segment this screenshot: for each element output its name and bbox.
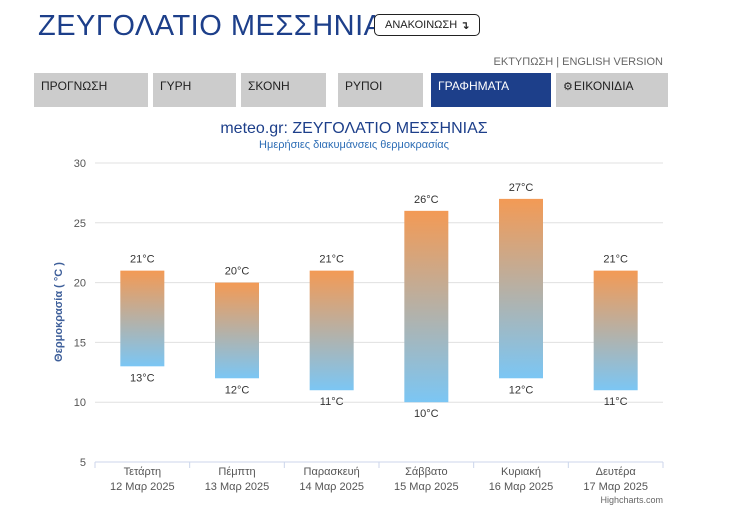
low-temp-label: 11°C [320,396,344,408]
y-axis-ticks: 5 10 15 20 25 30 [74,158,86,469]
tab-forecast[interactable]: ΠΡΟΓΝΩΣΗ [34,73,148,107]
tab-label: ΓΡΑΦΗΜΑΤΑ [438,79,510,93]
tab-label: ΡΥΠΟΙ [345,79,383,93]
main-tabs: ΠΡΟΓΝΩΣΗ ΓΥΡΗ ΣΚΟΝΗ ΡΥΠΟΙ ΓΡΑΦΗΜΑΤΑ ⚙ΕΙΚ… [34,73,674,107]
x-axis: Τετάρτη 12 Μαρ 2025 Πέμπτη 13 Μαρ 2025 Παρασ… [94,461,664,493]
x-tick-date: 15 Μαρ 2025 [394,481,459,493]
temperature-bar [404,210,449,403]
low-temp-label: 11°C [604,396,628,408]
site-title: ΖΕΥΓΟΛΑΤΙΟ ΜΕΣΣΗΝΙΑΣ [38,10,402,42]
tab-dust[interactable]: ΣΚΟΝΗ [241,73,326,107]
temperature-bar [593,270,638,391]
link-separator: | [556,56,560,68]
x-tick-date: 14 Μαρ 2025 [299,481,364,493]
x-tick-day: Κυριακή [501,466,541,478]
low-temp-label: 13°C [130,372,155,384]
announcement-button[interactable]: ΑΝΑΚΟΙΝΩΣΗ ↴ [374,14,481,36]
y-tick-label: 20 [74,278,86,290]
chart-title: meteo.gr: ΖΕΥΓΟΛΑΤΙΟ ΜΕΣΣΗΝΙΑΣ [220,120,487,137]
tab-label: ΕΙΚΟΝΙΔΙΑ [573,79,634,93]
temperature-bar [120,270,165,367]
print-link[interactable]: ΕΚΤΥΠΩΣΗ [493,56,554,68]
high-temp-label: 21°C [319,254,344,266]
temperature-bar [215,282,259,379]
low-temp-label: 10°C [414,408,439,420]
x-tick-date: 17 Μαρ 2025 [583,481,648,493]
x-tick-day: Σάββατο [405,466,447,478]
x-tick-day: Παρασκευή [304,466,360,478]
down-arrow-icon: ↴ [460,19,470,32]
tab-label: ΓΥΡΗ [160,79,192,93]
x-tick-date: 13 Μαρ 2025 [205,481,270,493]
credits-link[interactable]: Highcharts.com [600,495,663,505]
x-tick-date: 16 Μαρ 2025 [489,481,554,493]
low-temp-label: 12°C [225,384,250,396]
tab-charts[interactable]: ΓΡΑΦΗΜΑΤΑ [431,73,551,107]
high-temp-label: 21°C [130,254,155,266]
gear-icon: ⚙ [563,81,573,93]
y-tick-label: 30 [74,158,86,170]
temperature-bar [499,198,543,379]
high-temp-label: 21°C [603,254,628,266]
chart-subtitle: Ημερήσιες διακυμάνσεις θερμοκρασίας [259,139,449,151]
x-tick-day: Τετάρτη [124,466,162,478]
high-temp-label: 26°C [414,194,439,206]
tab-label: ΣΚΟΝΗ [248,79,290,93]
english-version-link[interactable]: ENGLISH VERSION [562,56,663,68]
x-tick-day: Δευτέρα [596,466,637,478]
tab-label: ΠΡΟΓΝΩΣΗ [41,79,108,93]
y-tick-label: 10 [74,397,86,409]
high-temp-label: 27°C [509,182,534,194]
announcement-label: ΑΝΑΚΟΙΝΩΣΗ [385,19,458,31]
grid-lines [95,162,663,403]
y-tick-label: 25 [74,218,86,230]
temperature-bar [309,270,354,391]
y-tick-label: 15 [74,337,86,349]
y-tick-label: 5 [80,457,86,469]
bars: 21°C 13°C 20°C 12°C 21°C 11°C 26°C 10°C 27°C 12°C… [120,182,638,420]
utility-links: ΕΚΤΥΠΩΣΗ | ENGLISH VERSION [494,56,663,68]
tab-pollutants[interactable]: ΡΥΠΟΙ [338,73,423,107]
tab-icons[interactable]: ⚙ΕΙΚΟΝΙΔΙΑ [556,73,668,107]
low-temp-label: 12°C [509,384,534,396]
y-axis-label: Θερμοκρασία ( °C ) [53,262,65,362]
high-temp-label: 20°C [225,266,250,278]
x-tick-date: 12 Μαρ 2025 [110,481,175,493]
tab-pollen[interactable]: ΓΥΡΗ [153,73,236,107]
x-tick-day: Πέμπτη [218,466,255,478]
